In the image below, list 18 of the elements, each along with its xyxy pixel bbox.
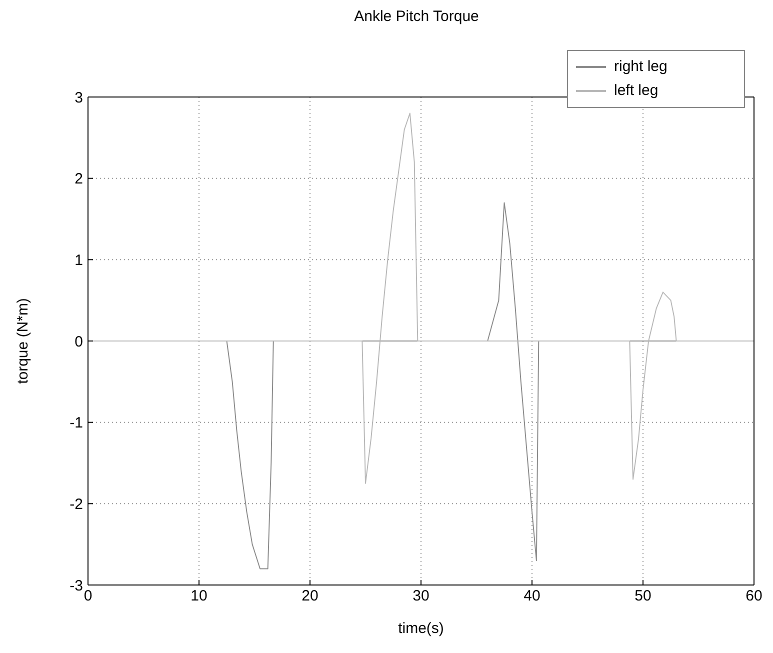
y-tick-label: -1 (70, 414, 83, 432)
x-tick-label: 10 (190, 588, 208, 605)
x-tick-label: 30 (412, 588, 430, 605)
y-tick-label: -2 (70, 496, 83, 513)
chart-title: Ankle Pitch Torque (353, 8, 480, 27)
y-axis-title: torque (N*m) (14, 298, 32, 384)
x-axis-title: time(s) (398, 620, 444, 637)
x-tick-label: 40 (524, 588, 540, 605)
y-tick-label: 0 (74, 333, 83, 350)
y-tick-label: 1 (74, 252, 83, 269)
y-tick-label: 3 (74, 89, 83, 106)
y-tick-label: 2 (74, 170, 83, 188)
legend-label: left leg (614, 81, 658, 101)
legend-label: right leg (614, 57, 668, 77)
x-tick-label: 60 (746, 588, 762, 605)
x-tick-label: 50 (634, 588, 652, 605)
y-tick-label: -3 (70, 577, 83, 594)
x-tick-label: 20 (302, 588, 318, 605)
